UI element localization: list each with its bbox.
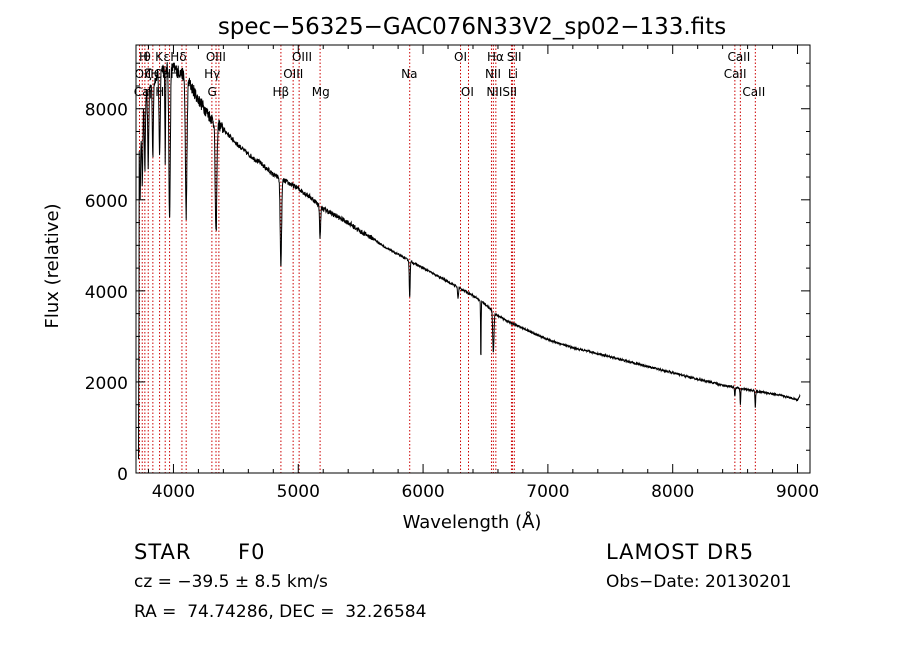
- object-class: STAR: [134, 540, 192, 564]
- line-marker-label: NIISII: [486, 85, 517, 99]
- y-axis-label: Flux (relative): [42, 203, 63, 328]
- line-marker-label: Mg: [312, 85, 330, 99]
- line-marker-label: Hβ: [272, 85, 289, 99]
- object-subclass: F0: [238, 540, 266, 564]
- line-marker-label: OI: [454, 50, 467, 64]
- line-marker-label: Hδ: [170, 50, 186, 64]
- line-marker-label: H: [170, 67, 179, 81]
- line-marker-label: SII: [507, 50, 522, 64]
- line-marker-label: H: [155, 85, 164, 99]
- x-tick-label: 6000: [401, 482, 444, 502]
- spectrum-line: [138, 62, 801, 460]
- line-marker-label: Ca: [134, 85, 150, 99]
- line-markers: [138, 45, 756, 473]
- y-tick-label: 0: [117, 465, 128, 485]
- line-marker-label: η: [145, 85, 153, 99]
- x-axis-ticks: 4000 5000 6000 7000 8000 9000: [147, 45, 819, 502]
- line-marker-label: OIII: [206, 50, 226, 64]
- line-marker-label: Hα: [487, 50, 504, 64]
- line-marker-label: CaII: [724, 67, 747, 81]
- line-marker-label: Na: [401, 67, 417, 81]
- line-marker-label: ε: [163, 50, 170, 64]
- x-axis-label: Wavelength (Å): [403, 511, 542, 533]
- y-tick-label: 2000: [85, 374, 128, 394]
- line-marker-label: H: [139, 50, 148, 64]
- y-tick-label: 6000: [85, 192, 128, 212]
- x-tick-label: 9000: [776, 482, 819, 502]
- line-marker-label: CaII: [727, 50, 750, 64]
- y-tick-label: 8000: [85, 101, 128, 121]
- line-marker-label: K: [155, 50, 164, 64]
- observation-date: Obs−Date: 20130201: [606, 572, 792, 592]
- line-marker-label: H: [150, 67, 159, 81]
- redshift-velocity: cz = −39.5 ± 8.5 km/s: [134, 572, 328, 592]
- line-marker-label: θ: [144, 50, 151, 64]
- x-tick-label: 4000: [152, 482, 195, 502]
- line-marker-label: OIII: [283, 67, 303, 81]
- line-marker-label: CaII: [742, 85, 765, 99]
- line-marker-label: OI: [461, 85, 474, 99]
- sky-coordinates: RA = 74.74286, DEC = 32.26584: [134, 602, 427, 622]
- line-marker-label: OIII: [292, 50, 312, 64]
- x-tick-label: 7000: [526, 482, 569, 502]
- line-marker-label: Li: [508, 67, 518, 81]
- line-marker-label: G: [207, 85, 216, 99]
- survey-release: LAMOST DR5: [606, 540, 755, 564]
- line-marker-label: H: [162, 67, 171, 81]
- y-tick-label: 4000: [85, 283, 128, 303]
- plot-frame: [135, 44, 811, 474]
- chart-title: spec−56325−GAC076N33V2_sp02−133.fits: [218, 14, 726, 40]
- line-marker-label: Hγ: [204, 67, 220, 81]
- x-tick-label: 5000: [277, 482, 320, 502]
- line-marker-label: NII: [485, 67, 501, 81]
- x-tick-label: 8000: [651, 482, 694, 502]
- line-marker-label: ζ: [145, 67, 152, 81]
- y-axis-ticks: 0 2000 4000 6000 8000: [85, 62, 810, 485]
- line-marker-label: OII: [135, 67, 152, 81]
